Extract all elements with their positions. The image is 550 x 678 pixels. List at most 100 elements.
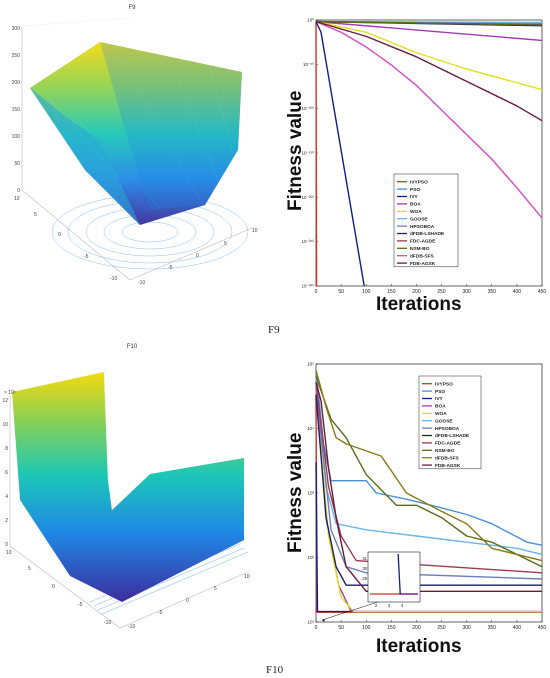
chart-f9-xtick: 200 <box>412 289 421 295</box>
surface-f10-title: F10 <box>127 344 138 350</box>
chart-f10-inset-ivy <box>397 553 401 595</box>
surface-f9-xtick: 10 <box>252 228 258 234</box>
chart-f10-xtick: 350 <box>488 625 497 631</box>
chart-f9-legend-label: GOOSE <box>410 216 428 222</box>
surface-f9-xtick: -10 <box>138 280 145 286</box>
chart-f10-ytick: 10⁴ <box>307 426 314 431</box>
caption-f10: F10 <box>266 664 284 676</box>
chart-f10-inset-xtick: 3 <box>388 603 391 608</box>
surface-f10-exponent: × 10⁵ <box>4 390 16 396</box>
chart-f10-inset-arrow <box>321 601 379 621</box>
chart-f9-ytick: 10⁻¹⁵⁰ <box>301 151 314 156</box>
chart-f10-ylabel: Fitness value <box>285 432 306 553</box>
surface-f9-ytick: -5 <box>84 254 89 260</box>
surface-f9-ztick: 200 <box>12 80 21 86</box>
chart-f9-ytick: 10⁻³⁰⁰ <box>302 284 315 289</box>
chart-f10-series-nsm-bo <box>315 376 543 568</box>
chart-f9-legend-label: BOA <box>410 202 421 208</box>
chart-f9-series-ivy <box>315 21 365 287</box>
surface-f9-ztick: 50 <box>14 161 20 167</box>
chart-f9-legend-label: IVY <box>410 194 419 200</box>
surface-f9-ztick: 0 <box>17 188 20 194</box>
chart-f10-legend-label: WOA <box>435 411 447 417</box>
surface-f10-xtick: 10 <box>244 574 250 580</box>
chart-f9-legend-label: FDC-AGDE <box>410 239 436 245</box>
chart-f10-legend-label: IVYPSO <box>435 381 453 387</box>
chart-f10-legend-label: BOA <box>435 404 446 410</box>
chart-f10-legend-label: NSM-BO <box>435 448 455 454</box>
chart-f10-series-dfdb-sfs <box>315 369 543 562</box>
surface-f10-xtick: 0 <box>186 598 189 604</box>
chart-f10-xlabel: Iterations <box>376 636 462 657</box>
chart-f10-xtick: 0 <box>315 625 318 631</box>
chart-f9-xtick: 100 <box>362 289 371 295</box>
chart-f10-xtick: 50 <box>338 625 344 631</box>
surface-f10-xtick: -10 <box>128 624 135 630</box>
surface-plot-f10: F10 × 10⁵ 12 10 8 6 4 2 0 10 10 5 5 0 0 -5 -5 -10 -10 <box>2 344 250 630</box>
chart-f10-xtick: 100 <box>362 625 371 631</box>
chart-f10-ytick: 10² <box>307 555 314 560</box>
chart-f10-xtick: 200 <box>412 625 421 631</box>
chart-f10-legend-label: FDB-AGSK <box>435 463 461 469</box>
chart-f10-xtick: 400 <box>513 625 522 631</box>
chart-f9-ytick: 10⁻¹⁰⁰ <box>302 106 315 111</box>
surface-f10-ytick: 5 <box>28 566 31 572</box>
chart-f10-xtick: 150 <box>387 625 396 631</box>
chart-f9-ytick: 10⁰ <box>307 18 314 23</box>
surface-f10-ztick: 2 <box>5 518 8 524</box>
chart-f9-legend-label: NSM-BO <box>410 246 430 252</box>
chart-f10-xtick: 450 <box>538 625 546 631</box>
chart-f9-xtick: 450 <box>538 289 546 295</box>
chart-f9-series-nsm-bo <box>315 20 543 26</box>
surface-f10-ztick: 12 <box>2 398 8 404</box>
surface-f9-ztick: 150 <box>12 107 21 113</box>
chart-f9-series-fdb-agsk <box>315 20 543 122</box>
chart-f10-inset-xtick: 2 <box>375 603 378 608</box>
caption-f9: F9 <box>268 324 280 336</box>
chart-f9-xtick: 300 <box>462 289 471 295</box>
surface-f9-ytick: 10 <box>14 196 20 202</box>
chart-f10-legend-label: dFDB-SFS <box>435 455 460 461</box>
surface-f9-xtick: 5 <box>224 241 227 247</box>
surface-f9-xtick: 0 <box>196 253 199 259</box>
chart-f9-legend-label: dFDB-SFS <box>410 253 435 259</box>
chart-f9-series-dfdb-sfs <box>315 20 543 219</box>
surface-f9-ytick: -10 <box>110 276 117 282</box>
chart-f9-ylabel: Fitness value <box>285 90 306 211</box>
surface-f10-ztick: 8 <box>5 446 8 452</box>
chart-f10-ytick: 10¹ <box>307 620 314 625</box>
chart-f9-xtick: 50 <box>338 289 344 295</box>
surface-f10-xtick: 5 <box>214 586 217 592</box>
chart-f9-legend-label: FDB-AGSK <box>410 261 436 267</box>
chart-f10-inset-xtick: 4 <box>401 603 404 608</box>
surface-f10-xtick: -5 <box>158 610 163 616</box>
chart-f10-legend-label: FDC-AGDE <box>435 441 461 447</box>
surface-f10-ytick: -10 <box>104 620 111 626</box>
surface-f10-ztick: 0 <box>5 542 8 548</box>
chart-f10-series-woa <box>315 388 542 613</box>
chart-f10-ytick: 10⁵ <box>307 362 314 367</box>
surface-f10-ytick: -5 <box>78 602 83 608</box>
chart-f9-legend-label: IVYPSO <box>410 179 428 185</box>
convergence-chart-f9: 0 50 100 150 200 250 300 350 400 450 10⁰ 10⁻⁵⁰ 10⁻¹⁰… <box>301 18 546 296</box>
surface-f10-ztick: 4 <box>5 494 8 500</box>
chart-f9-xtick: 350 <box>488 289 497 295</box>
surface-f9-ztick: 250 <box>12 53 21 59</box>
chart-f9-legend-label: PSO <box>410 187 420 193</box>
chart-f10-xtick: 250 <box>437 625 446 631</box>
chart-f10-xtick: 300 <box>462 625 471 631</box>
surface-f10-ytick: 10 <box>6 550 12 556</box>
chart-f9-ytick: 10⁻²⁰⁰ <box>302 195 315 200</box>
chart-f10-inset-ytick: 31 <box>362 556 367 561</box>
chart-f10-inset-ytick: 29 <box>362 576 367 581</box>
surface-f10-ytick: 0 <box>52 584 55 590</box>
chart-f10-inset-ytick: 30 <box>362 566 367 571</box>
chart-f9-ytick: 10⁻⁵⁰ <box>303 62 314 67</box>
chart-f9-series-ivypso <box>315 22 318 286</box>
chart-f10-legend-label: GOOSE <box>435 418 453 424</box>
chart-f10-series-fdb-agsk <box>315 382 542 592</box>
chart-f9-ytick: 10⁻²⁵⁰ <box>301 239 314 244</box>
chart-f9-legend-label: WOA <box>410 209 422 215</box>
chart-f10-legend-label: dFDB-LSHADE <box>435 433 470 439</box>
